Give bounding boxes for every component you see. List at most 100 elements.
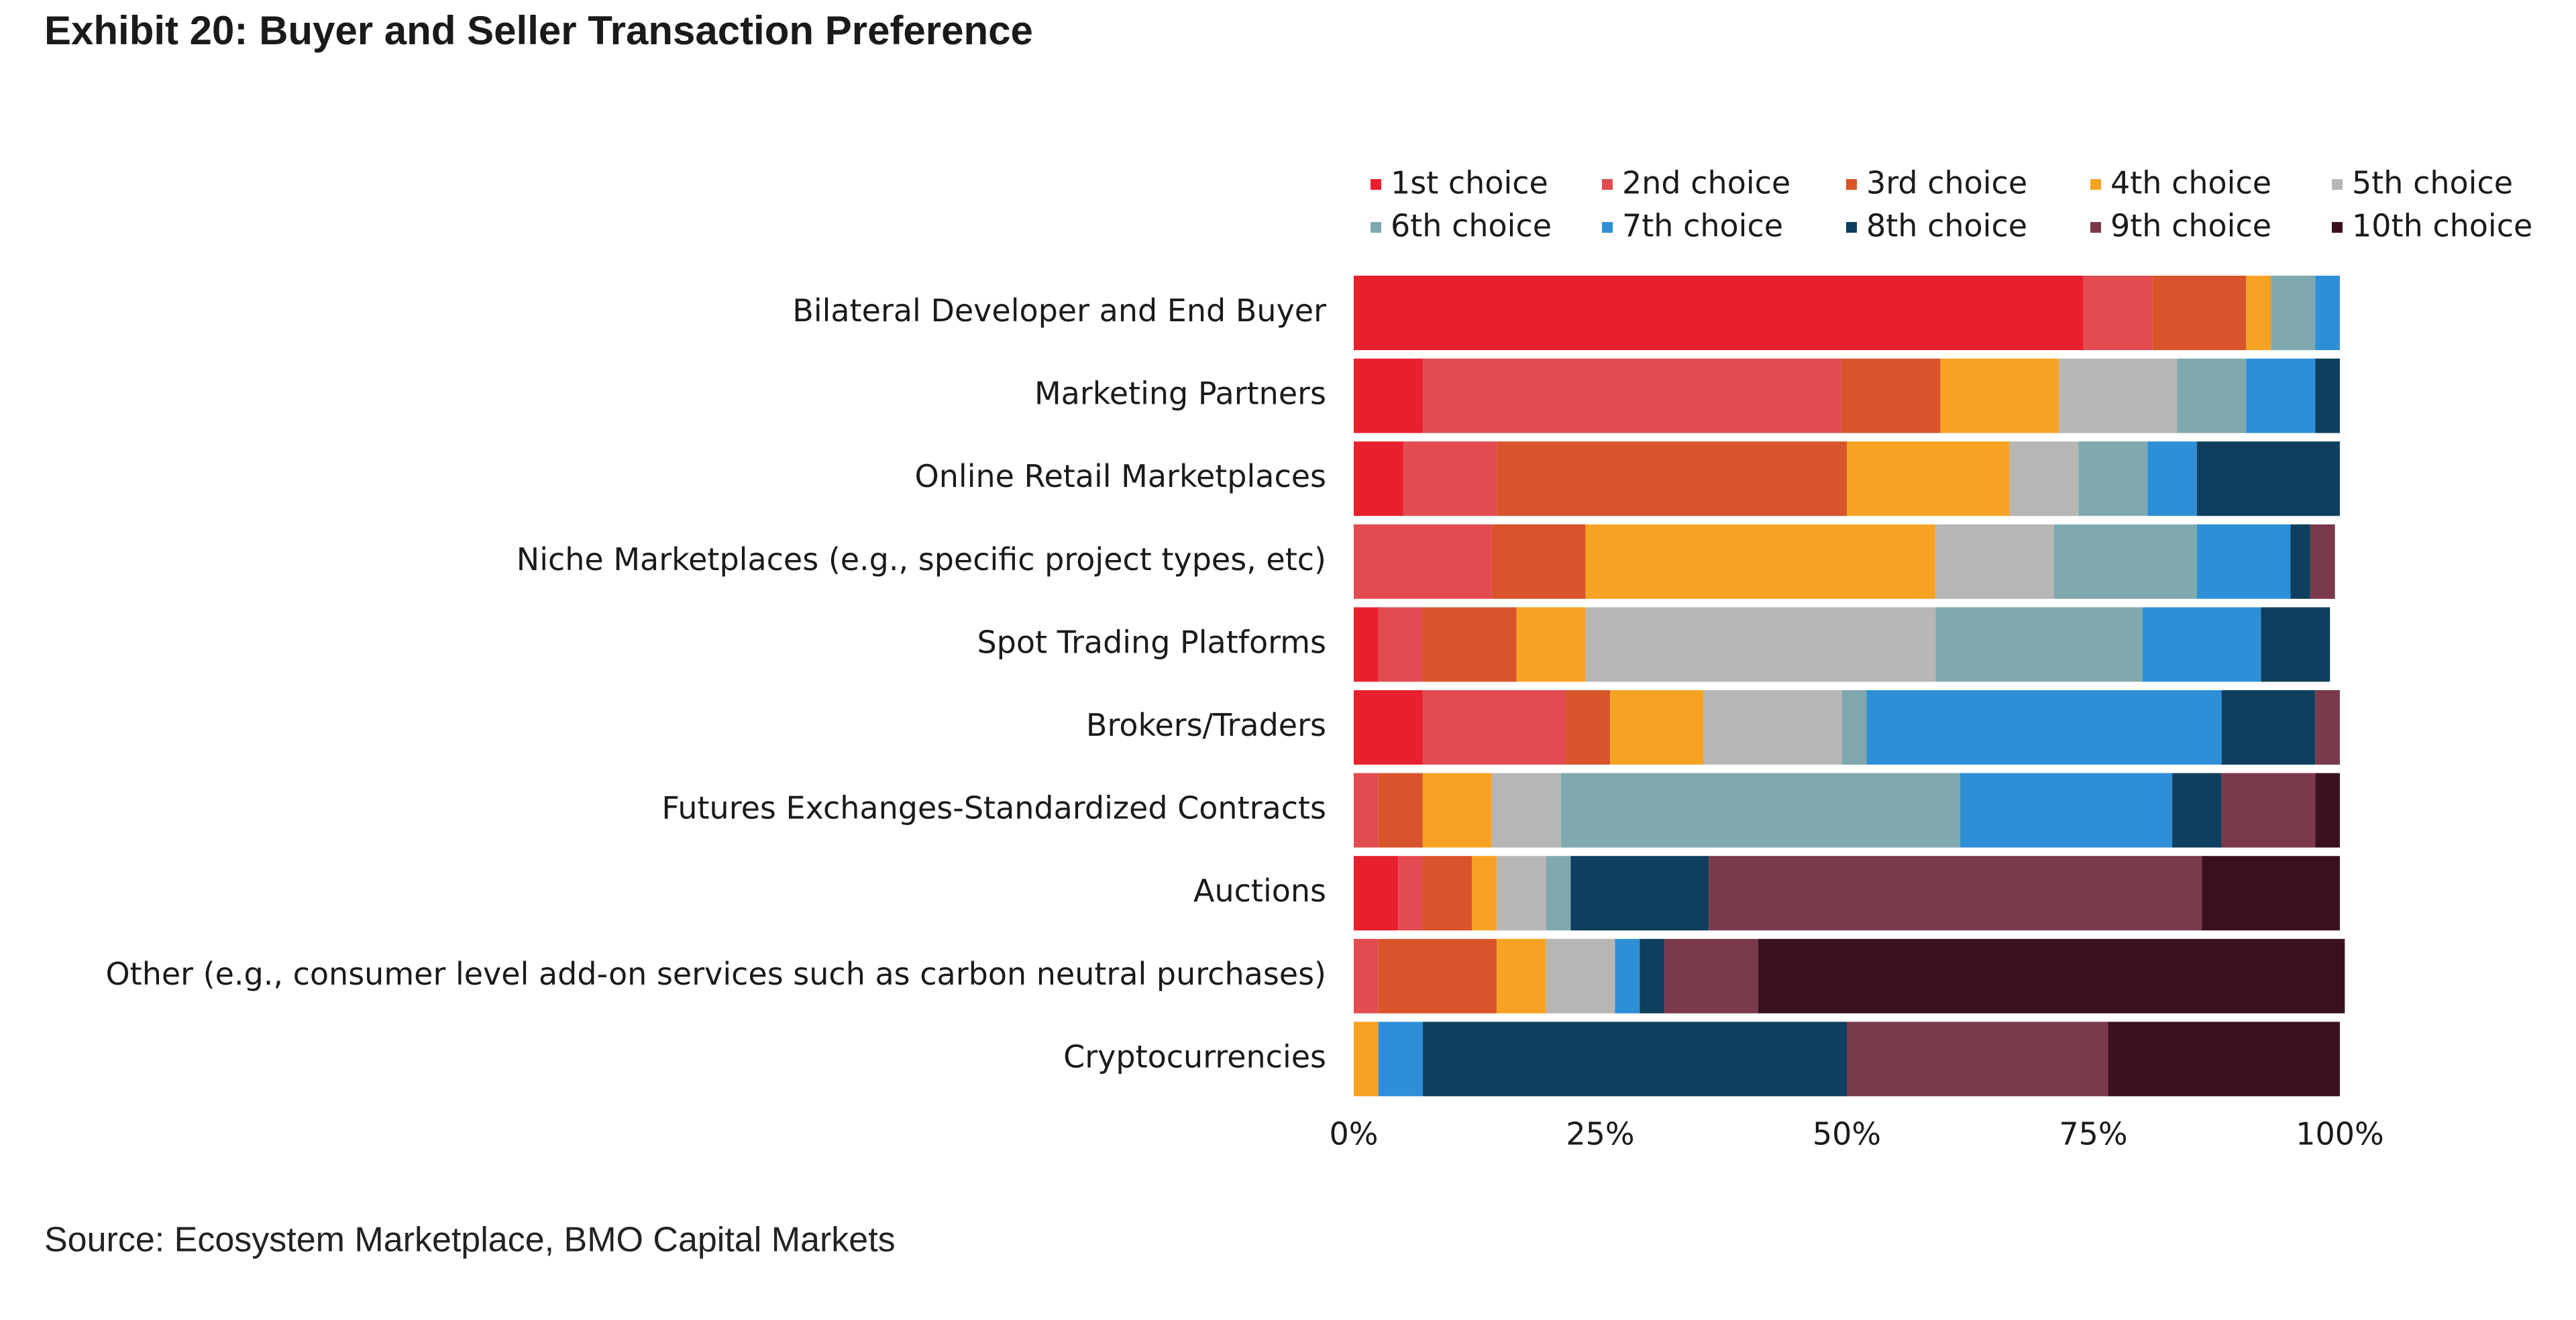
y-tick-label: Other (e.g., consumer level add-on servi… xyxy=(105,956,1326,992)
bar-segment xyxy=(2246,358,2316,433)
bar-segment xyxy=(2009,441,2079,516)
bar-segment xyxy=(2202,856,2340,931)
legend-swatch xyxy=(2090,222,2101,233)
bar-segment xyxy=(1403,441,1497,516)
bar-segment xyxy=(2177,358,2247,433)
y-tick-label: Cryptocurrencies xyxy=(1063,1038,1326,1075)
legend-swatch xyxy=(1371,179,1381,190)
legend-swatch xyxy=(2332,179,2343,190)
bar-segment xyxy=(2196,524,2291,599)
bar-segment xyxy=(1398,856,1423,931)
bar-segment xyxy=(1354,607,1379,682)
y-tick-label: Online Retail Marketplaces xyxy=(915,458,1326,494)
bar-segment xyxy=(1422,856,1472,931)
legend-swatch xyxy=(1602,179,1613,190)
bar-segment xyxy=(2290,524,2310,599)
bar-segment xyxy=(1497,856,1546,931)
bar-segment xyxy=(1610,690,1704,765)
bar-segment xyxy=(1378,1022,1423,1097)
bar-segment xyxy=(1664,938,1758,1013)
legend-label: 8th choice xyxy=(1866,208,2027,244)
bar-segment xyxy=(1546,938,1615,1013)
bar-segment xyxy=(2108,1022,2340,1097)
bar-segment xyxy=(1354,276,2084,350)
y-tick-label: Spot Trading Platforms xyxy=(977,624,1326,660)
bar-segment xyxy=(2143,607,2261,682)
bar-segment xyxy=(1354,690,1423,765)
legend-label: 9th choice xyxy=(2110,208,2271,244)
x-tick-label: 0% xyxy=(1330,1116,1379,1152)
bar-segment xyxy=(1703,690,1842,765)
y-tick-label: Bilateral Developer and End Buyer xyxy=(792,292,1326,329)
bar-segment xyxy=(1866,690,2222,765)
legend-label: 3rd choice xyxy=(1866,165,2027,201)
bar-segment xyxy=(1935,524,2054,599)
bar-segment xyxy=(1491,773,1561,848)
y-tick-label: Brokers/Traders xyxy=(1086,707,1326,743)
bar-segment xyxy=(2221,690,2316,765)
bar-segment xyxy=(1497,938,1546,1013)
bar-segment xyxy=(1378,773,1423,848)
x-tick-label: 25% xyxy=(1566,1116,1634,1152)
legend-swatch xyxy=(1846,179,1857,190)
bar-segment xyxy=(1560,773,1961,848)
bar-segment xyxy=(1566,690,1611,765)
legend-label: 10th choice xyxy=(2352,208,2532,244)
bar-segment xyxy=(1570,856,1709,931)
bar-segment xyxy=(2315,358,2340,433)
bar-segment xyxy=(2261,607,2330,682)
bar-segment xyxy=(2196,441,2340,516)
bar-segment xyxy=(1354,358,1423,433)
bar-segment xyxy=(1422,607,1517,682)
bar-segment xyxy=(1847,441,2010,516)
bar-segment xyxy=(1709,856,2202,931)
bar-segment xyxy=(2271,276,2316,350)
y-tick-label: Auctions xyxy=(1193,873,1326,909)
bar-segment xyxy=(1935,607,2143,682)
bar-segment xyxy=(2083,276,2153,350)
y-tick-label: Marketing Partners xyxy=(1034,376,1326,412)
legend-swatch xyxy=(1846,222,1857,233)
chart-title: Exhibit 20: Buyer and Seller Transaction… xyxy=(44,8,1033,53)
bar-segment xyxy=(1472,856,1497,931)
bar-segment xyxy=(2221,773,2316,848)
legend-swatch xyxy=(1371,222,1381,233)
legend-label: 6th choice xyxy=(1391,208,1552,244)
bar-segment xyxy=(2078,441,2148,516)
bar-segment xyxy=(1354,524,1492,599)
bar-segment xyxy=(2315,773,2340,848)
source-note: Source: Ecosystem Marketplace, BMO Capit… xyxy=(44,1221,896,1260)
legend-label: 4th choice xyxy=(2110,165,2271,201)
bar-segment xyxy=(1354,773,1379,848)
bar-segment xyxy=(1354,441,1403,516)
legend-swatch xyxy=(2090,179,2101,190)
bar-segment xyxy=(1422,773,1492,848)
bar-segment xyxy=(1422,690,1566,765)
x-tick-label: 75% xyxy=(2059,1116,2127,1152)
bar-segment xyxy=(2053,524,2197,599)
bar-segment xyxy=(2310,524,2335,599)
bar-segment xyxy=(1841,690,1867,765)
legend-label: 1st choice xyxy=(1391,165,1548,201)
x-tick-label: 100% xyxy=(2296,1116,2384,1152)
bar-segment xyxy=(1422,1022,1847,1097)
y-tick-label: Futures Exchanges-Standardized Contracts xyxy=(661,790,1326,826)
bar-segment xyxy=(1491,524,1586,599)
bar-segment xyxy=(1378,607,1423,682)
x-tick-label: 50% xyxy=(1813,1116,1881,1152)
bar-segment xyxy=(1615,938,1640,1013)
bar-segment xyxy=(1585,607,1936,682)
bar-segment xyxy=(1422,358,1842,433)
bar-segment xyxy=(1546,856,1571,931)
bar-segment xyxy=(2246,276,2271,350)
bar-segment xyxy=(2172,773,2222,848)
bar-segment xyxy=(1354,1022,1379,1097)
bar-segment xyxy=(1640,938,1665,1013)
legend-swatch xyxy=(2332,222,2343,233)
bar-segment xyxy=(1516,607,1586,682)
bar-segment xyxy=(2059,358,2178,433)
bar-segment xyxy=(2152,276,2247,350)
legend-label: 2nd choice xyxy=(1622,165,1790,201)
legend-label: 5th choice xyxy=(2352,165,2513,201)
